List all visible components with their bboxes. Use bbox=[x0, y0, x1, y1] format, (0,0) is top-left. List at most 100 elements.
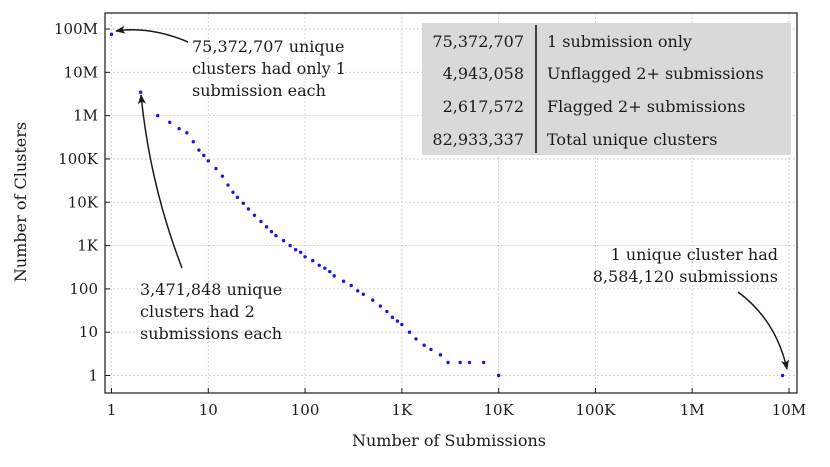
data-point bbox=[264, 225, 269, 229]
data-point bbox=[317, 263, 321, 268]
data-point bbox=[311, 258, 315, 263]
annotation-line: 1 unique cluster had bbox=[611, 245, 778, 264]
annotation-line: clusters had only 1 bbox=[192, 59, 346, 78]
data-point bbox=[185, 131, 189, 135]
y-tick-label: 1 bbox=[88, 367, 98, 385]
annotation-line: submissions each bbox=[140, 324, 282, 343]
y-tick-label: 100K bbox=[58, 150, 99, 168]
data-point bbox=[191, 140, 195, 144]
data-point bbox=[252, 213, 257, 217]
y-axis-ticks: 1 10 100 1K 10K 100K 1M 10M 100M bbox=[54, 20, 110, 385]
data-point bbox=[395, 319, 400, 323]
data-point bbox=[214, 166, 218, 171]
data-point bbox=[422, 343, 426, 347]
data-point bbox=[780, 373, 785, 378]
annotation-arrow-max-submissions bbox=[737, 291, 789, 370]
data-point bbox=[138, 90, 143, 94]
y-tick-label: 10 bbox=[79, 323, 98, 341]
data-point bbox=[371, 298, 375, 302]
data-point bbox=[385, 309, 389, 314]
x-tick-label: 10K bbox=[483, 401, 514, 419]
data-point bbox=[323, 266, 327, 270]
x-axis-ticks: 1 10 100 1K 10K 100K 1M 10M bbox=[107, 388, 806, 419]
data-point bbox=[458, 360, 462, 365]
data-point bbox=[293, 248, 298, 252]
y-axis-label: Number of Clusters bbox=[11, 122, 30, 282]
summary-table-label: Flagged 2+ submissions bbox=[547, 97, 745, 116]
data-point bbox=[155, 113, 160, 118]
data-point bbox=[281, 238, 286, 243]
data-point bbox=[241, 201, 245, 205]
summary-table-value: 82,933,337 bbox=[432, 130, 524, 149]
x-axis-label: Number of Submissions bbox=[352, 431, 546, 450]
summary-table-background bbox=[422, 23, 791, 155]
x-tick-label: 1K bbox=[391, 401, 413, 419]
data-point bbox=[349, 283, 353, 288]
data-point bbox=[356, 289, 360, 293]
data-point bbox=[288, 243, 292, 248]
x-tick-label: 10M bbox=[772, 401, 806, 419]
annotation-line: 8,584,120 submissions bbox=[593, 267, 778, 286]
annotation-one-submission: 75,372,707 unique clusters had only 1 subm… bbox=[115, 25, 346, 100]
data-point bbox=[328, 269, 332, 274]
summary-table-value: 4,943,058 bbox=[443, 64, 524, 83]
x-tick-label: 1M bbox=[680, 401, 705, 419]
x-tick-label: 10 bbox=[199, 401, 218, 419]
data-point bbox=[246, 207, 251, 211]
data-point bbox=[226, 183, 230, 187]
data-point bbox=[400, 322, 404, 327]
y-tick-label: 10K bbox=[68, 193, 99, 211]
data-point bbox=[206, 159, 210, 163]
data-point bbox=[496, 373, 501, 378]
summary-table-label: Unflagged 2+ submissions bbox=[547, 64, 764, 83]
data-point bbox=[235, 195, 240, 200]
data-point bbox=[259, 219, 263, 224]
data-point bbox=[407, 330, 412, 334]
annotation-line: 75,372,707 unique bbox=[192, 37, 344, 56]
data-point bbox=[429, 347, 433, 352]
data-points bbox=[109, 32, 785, 378]
annotation-line: submission each bbox=[192, 81, 326, 100]
summary-table-value: 2,617,572 bbox=[443, 97, 524, 116]
summary-table-label: 1 submission only bbox=[547, 32, 692, 51]
summary-table-label: Total unique clusters bbox=[547, 130, 717, 149]
annotation-line: 3,471,848 unique bbox=[140, 280, 282, 299]
data-point bbox=[202, 153, 206, 158]
data-point bbox=[341, 279, 346, 283]
y-tick-label: 1M bbox=[73, 107, 98, 125]
data-point bbox=[332, 274, 336, 278]
annotation-arrow-two-submissions bbox=[137, 94, 183, 269]
data-point bbox=[414, 337, 418, 341]
data-point bbox=[231, 190, 235, 194]
summary-table-value: 75,372,707 bbox=[432, 32, 524, 51]
annotation-line: clusters had 2 bbox=[140, 302, 255, 321]
data-point bbox=[168, 120, 172, 125]
y-tick-label: 10M bbox=[64, 63, 98, 81]
data-point bbox=[378, 304, 383, 308]
y-tick-label: 1K bbox=[77, 237, 99, 255]
y-tick-label: 100M bbox=[54, 20, 98, 38]
data-point bbox=[197, 148, 201, 152]
plot-frame bbox=[104, 12, 798, 394]
y-tick-label: 100 bbox=[69, 280, 98, 298]
data-point bbox=[177, 126, 181, 131]
data-point bbox=[361, 292, 366, 296]
data-point bbox=[481, 360, 486, 365]
annotation-two-submissions: 3,471,848 unique clusters had 2 submission… bbox=[137, 94, 282, 343]
data-point bbox=[274, 233, 278, 238]
summary-table: 75,372,707 1 submission only 4,943,058 Unfl… bbox=[422, 23, 791, 155]
data-point bbox=[269, 229, 274, 234]
x-tick-label: 100 bbox=[291, 401, 320, 419]
data-point bbox=[438, 353, 443, 357]
annotation-max-submissions: 1 unique cluster had 8,584,120 submission… bbox=[593, 245, 789, 370]
x-tick-label: 100K bbox=[576, 401, 617, 419]
data-point bbox=[446, 360, 450, 365]
data-point bbox=[390, 315, 395, 320]
data-point bbox=[467, 360, 472, 365]
data-point bbox=[303, 255, 307, 259]
data-point bbox=[109, 32, 114, 37]
